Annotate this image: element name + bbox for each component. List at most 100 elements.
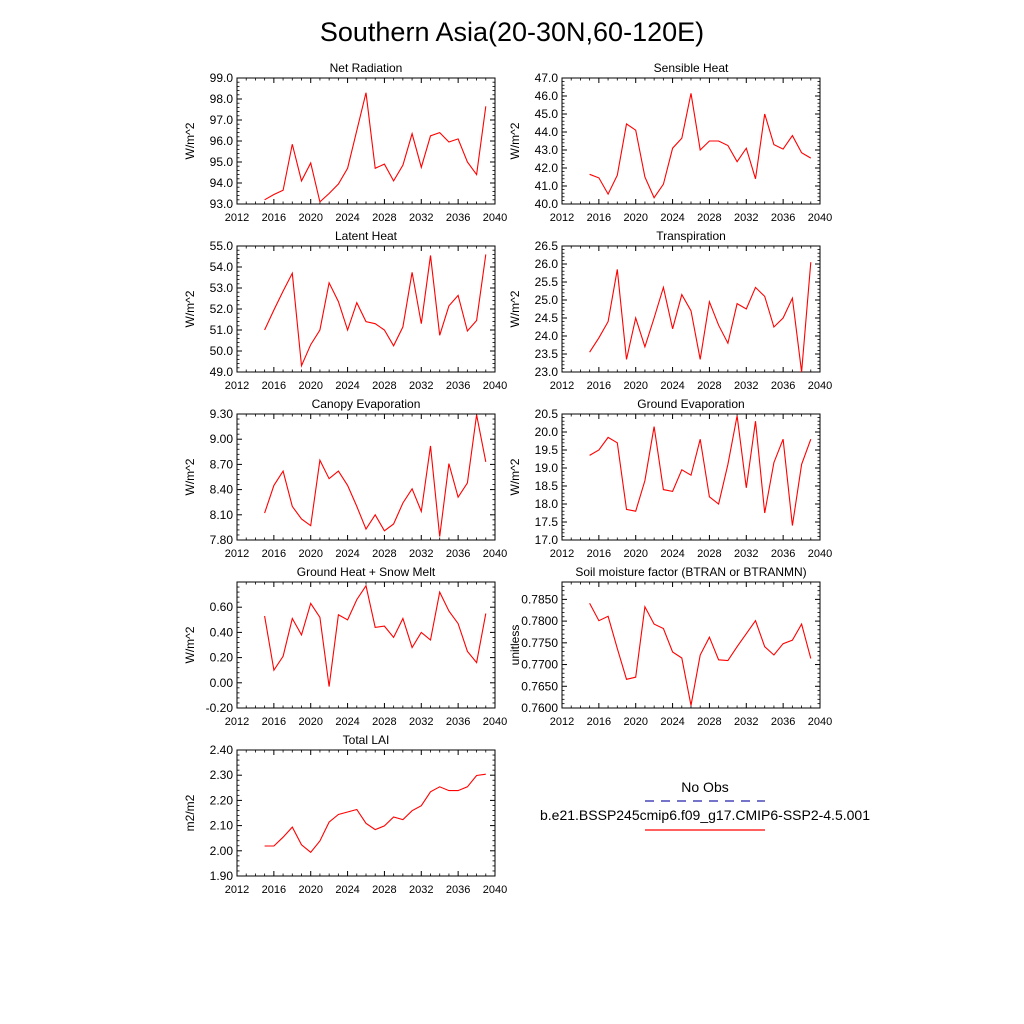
y-tick-label: 0.20 (210, 651, 234, 665)
y-axis-label: W/m^2 (508, 290, 522, 327)
x-tick-label: 2020 (623, 212, 647, 224)
x-tick-label: 2024 (335, 380, 359, 392)
y-tick-label: 0.7800 (521, 614, 558, 628)
x-tick-label: 2036 (446, 884, 470, 896)
panel-title: Net Radiation (330, 61, 403, 75)
x-tick-label: 2032 (409, 884, 433, 896)
x-tick-label: 2036 (771, 716, 795, 728)
x-tick-label: 2020 (623, 380, 647, 392)
series-line (589, 415, 812, 526)
y-tick-label: 45.0 (535, 107, 559, 121)
y-axis-label: W/m^2 (183, 122, 197, 159)
y-tick-label: 51.0 (210, 323, 234, 337)
y-tick-label: 0.40 (210, 625, 234, 639)
y-tick-label: 99.0 (210, 71, 234, 85)
y-tick-label: 2.10 (210, 819, 234, 833)
x-tick-label: 2028 (697, 716, 721, 728)
x-tick-label: 2016 (587, 380, 611, 392)
series-line (264, 92, 487, 203)
panel-3: Transpiration W/m^2 2012 2016 2020 2024 2028 20… (508, 229, 832, 392)
y-tick-label: 93.0 (210, 197, 234, 211)
y-axis-label: unitless (508, 625, 522, 666)
y-tick-label: 17.5 (535, 515, 559, 529)
x-tick-label: 2016 (262, 212, 286, 224)
x-tick-label: 2024 (335, 884, 359, 896)
panel-title: Ground Heat + Snow Melt (297, 565, 436, 579)
x-tick-label: 2024 (335, 716, 359, 728)
x-tick-label: 2040 (483, 548, 507, 560)
legend: No Obs b.e21.BSSP245cmip6.f09_g17.CMIP6-… (540, 779, 870, 831)
panel-7: Soil moisture factor (BTRAN or BTRANMN) u… (508, 565, 832, 728)
y-tick-label: 98.0 (210, 92, 234, 106)
y-tick-label: 17.0 (535, 533, 559, 547)
y-tick-label: 95.0 (210, 155, 234, 169)
x-tick-label: 2040 (483, 716, 507, 728)
y-tick-label: 44.0 (535, 125, 559, 139)
x-tick-label: 2032 (409, 212, 433, 224)
series-line (264, 254, 487, 368)
x-tick-label: 2012 (225, 716, 249, 728)
x-tick-label: 2012 (550, 716, 574, 728)
panel-title: Latent Heat (335, 229, 398, 243)
x-tick-label: 2028 (372, 716, 396, 728)
main-title: Southern Asia(20-30N,60-120E) (320, 17, 704, 47)
y-tick-label: 19.0 (535, 461, 559, 475)
legend-label-model-run: b.e21.BSSP245cmip6.f09_g17.CMIP6-SSP2-4.… (540, 807, 870, 823)
y-tick-label: 8.40 (210, 483, 234, 497)
x-tick-label: 2028 (372, 548, 396, 560)
y-tick-label: 0.7850 (521, 592, 558, 606)
y-tick-label: 46.0 (535, 89, 559, 103)
y-tick-label: 49.0 (210, 365, 234, 379)
x-tick-label: 2040 (483, 884, 507, 896)
y-tick-label: 26.5 (535, 239, 559, 253)
x-tick-label: 2036 (446, 212, 470, 224)
panel-0: Net Radiation W/m^2 2012 2016 2020 2024 2028 20… (183, 61, 507, 224)
x-tick-label: 2016 (587, 548, 611, 560)
x-tick-label: 2024 (335, 548, 359, 560)
x-tick-label: 2040 (808, 548, 832, 560)
y-tick-label: 40.0 (535, 197, 559, 211)
x-tick-label: 2036 (771, 548, 795, 560)
panel-title: Canopy Evaporation (312, 397, 421, 411)
y-tick-label: 0.7700 (521, 658, 558, 672)
panel-title: Total LAI (343, 733, 390, 747)
series-line (264, 773, 486, 854)
series-line (589, 93, 812, 199)
panel-5: Ground Evaporation W/m^2 2012 2016 2020 2024 2… (508, 397, 832, 560)
x-tick-label: 2016 (587, 212, 611, 224)
x-tick-label: 2016 (262, 884, 286, 896)
legend-label-no-obs: No Obs (681, 779, 728, 795)
x-tick-label: 2032 (734, 212, 758, 224)
x-tick-label: 2012 (225, 884, 249, 896)
y-axis-label: W/m^2 (183, 458, 197, 495)
y-tick-label: 96.0 (210, 134, 234, 148)
x-tick-label: 2020 (298, 380, 322, 392)
x-tick-label: 2012 (225, 548, 249, 560)
y-tick-label: 97.0 (210, 113, 234, 127)
x-tick-label: 2012 (225, 380, 249, 392)
x-tick-label: 2020 (298, 716, 322, 728)
x-tick-label: 2028 (372, 212, 396, 224)
y-tick-label: 47.0 (535, 71, 559, 85)
x-tick-label: 2024 (660, 212, 684, 224)
y-tick-label: 0.60 (210, 600, 234, 614)
x-tick-label: 2040 (808, 380, 832, 392)
series-line (589, 603, 812, 706)
x-tick-label: 2012 (550, 548, 574, 560)
x-tick-label: 2032 (734, 548, 758, 560)
x-tick-label: 2016 (587, 716, 611, 728)
x-tick-label: 2024 (660, 380, 684, 392)
series-line (264, 584, 487, 687)
x-tick-label: 2036 (771, 212, 795, 224)
x-tick-label: 2016 (262, 716, 286, 728)
y-tick-label: 42.0 (535, 161, 559, 175)
y-tick-label: 8.10 (210, 508, 234, 522)
panel-1: Sensible Heat W/m^2 2012 2016 2020 2024 2028 20… (508, 61, 832, 224)
x-tick-label: 2036 (446, 548, 470, 560)
x-tick-label: 2040 (808, 212, 832, 224)
panel-2: Latent Heat W/m^2 2012 2016 2020 2024 2028 2032… (183, 229, 507, 392)
y-tick-label: 0.00 (210, 676, 234, 690)
series-line (264, 414, 487, 537)
